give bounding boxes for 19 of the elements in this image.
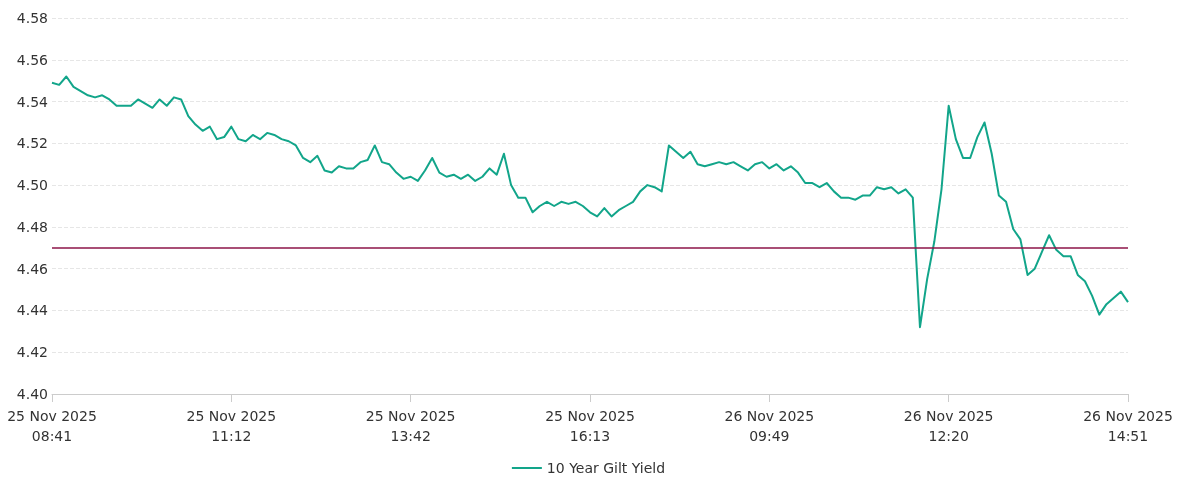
x-tick-label: 26 Nov 2025 12:20 [903,408,994,444]
x-tick-label: 26 Nov 2025 09:49 [724,408,815,444]
x-tick-label: 26 Nov 2025 14:51 [1083,408,1173,444]
y-tick-label: 4.56 [16,51,49,68]
y-tick-label: 4.46 [16,260,49,277]
legend-label: 10 Year Gilt Yield [546,460,666,476]
y-tick-label: 4.54 [16,93,49,110]
x-tick-label: 25 Nov 2025 16:13 [545,408,635,444]
y-tick-label: 4.52 [16,135,48,152]
y-tick-label: 4.58 [16,10,48,26]
line-series [51,75,1129,329]
x-tick-label: 25 Nov 2025 13:42 [365,408,456,444]
y-tick-label: 4.44 [16,302,49,319]
y-tick-label: 4.50 [16,177,48,194]
y-tick-label: 4.42 [16,344,48,361]
x-tick-label: 25 Nov 2025 11:12 [186,408,277,444]
y-tick-label: 4.48 [16,218,48,235]
y-tick-label: 4.40 [16,386,48,402]
x-tick-label: 25 Nov 2025 08:41 [7,408,97,444]
